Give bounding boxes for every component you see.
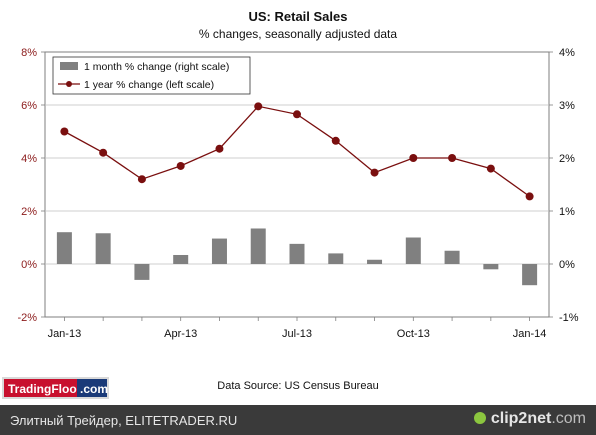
bar — [56, 232, 72, 264]
y-left-tick-label: 8% — [21, 47, 37, 59]
y-right-tick-label: 1% — [559, 206, 575, 218]
axes: -2% -1% 0% 0% 2% 1% 4% 2% 6% 3% 8% 4% Jan-13 Apr-13 Ju… — [17, 47, 578, 340]
line-point — [99, 148, 108, 157]
bar — [367, 259, 383, 264]
legend-bar-swatch — [60, 62, 78, 70]
legend-label-line: 1 year % change (left scale) — [84, 79, 214, 91]
bar — [95, 233, 111, 264]
y-left-tick-label: 0% — [21, 259, 37, 271]
y-right-tick-label: -1% — [559, 312, 579, 324]
bar — [328, 253, 344, 264]
x-tick-label: Apr-13 — [164, 328, 197, 340]
y-right-tick-label: 0% — [559, 259, 575, 271]
logo-main-bg — [4, 379, 77, 397]
y-right-tick-label: 2% — [559, 153, 575, 165]
y-left-tick-label: 6% — [21, 100, 37, 112]
chart-subtitle: % changes, seasonally adjusted data — [199, 27, 397, 41]
logo-main-text: TradingFloor — [8, 382, 82, 396]
bar — [289, 243, 305, 264]
watermark-left-text: Элитный Трейдер, ELITETRADER.RU — [10, 413, 238, 428]
line-point — [525, 192, 534, 201]
x-tick-label: Oct-13 — [397, 328, 430, 340]
x-tick-label: Jul-13 — [282, 328, 312, 340]
line-point — [486, 164, 495, 173]
line-point — [409, 154, 418, 162]
plot-area — [44, 51, 550, 318]
data-source-text: Data Source: US Census Bureau — [217, 380, 378, 392]
chart-title: US: Retail Sales — [249, 9, 348, 24]
legend-label-bars: 1 month % change (right scale) — [84, 61, 229, 73]
chart-area: US: Retail Sales % changes, seasonally a… — [2, 9, 579, 399]
legend-line-marker — [66, 81, 72, 87]
line-point — [370, 168, 379, 177]
line-point — [215, 144, 224, 153]
y-left-tick-label: 2% — [21, 206, 37, 218]
y-left-tick-label: -2% — [17, 312, 37, 324]
logo-suffix-text: .com — [80, 382, 108, 396]
bar-series — [56, 228, 538, 286]
clip2net-domain: .com — [551, 410, 586, 427]
line-series — [60, 102, 534, 201]
bar — [405, 237, 421, 264]
bar — [134, 264, 150, 280]
bar — [173, 254, 189, 264]
bar — [522, 264, 538, 286]
y-right-tick-label: 3% — [559, 100, 575, 112]
y-right-tick-label: 4% — [559, 47, 575, 59]
line-point — [331, 136, 340, 145]
line-point — [137, 175, 146, 184]
tradingfloor-logo: TradingFloor .com — [2, 377, 109, 399]
line-point — [176, 161, 185, 170]
chart-svg: US: Retail Sales % changes, seasonally a… — [2, 9, 579, 399]
line-point — [293, 110, 301, 119]
bar — [483, 264, 499, 270]
watermark-bar: Элитный Трейдер, ELITETRADER.RU clip2net… — [0, 405, 596, 435]
legend-box — [52, 56, 251, 95]
line-point — [448, 154, 457, 162]
legend: 1 month % change (right scale) 1 year % … — [52, 56, 251, 95]
y-left-tick-label: 4% — [21, 153, 37, 165]
clip2net-watermark: clip2net.com — [473, 410, 586, 428]
x-tick-label: Jan-13 — [48, 328, 82, 340]
logo-suffix-bg — [77, 379, 107, 397]
bar — [250, 228, 266, 264]
clip2net-brand: clip2net — [490, 410, 552, 427]
bar — [211, 238, 227, 264]
line-point — [254, 102, 263, 111]
x-tick-label: Jan-14 — [513, 328, 547, 340]
bar — [444, 250, 460, 264]
clip2net-icon — [473, 412, 486, 424]
line-point — [60, 127, 69, 136]
